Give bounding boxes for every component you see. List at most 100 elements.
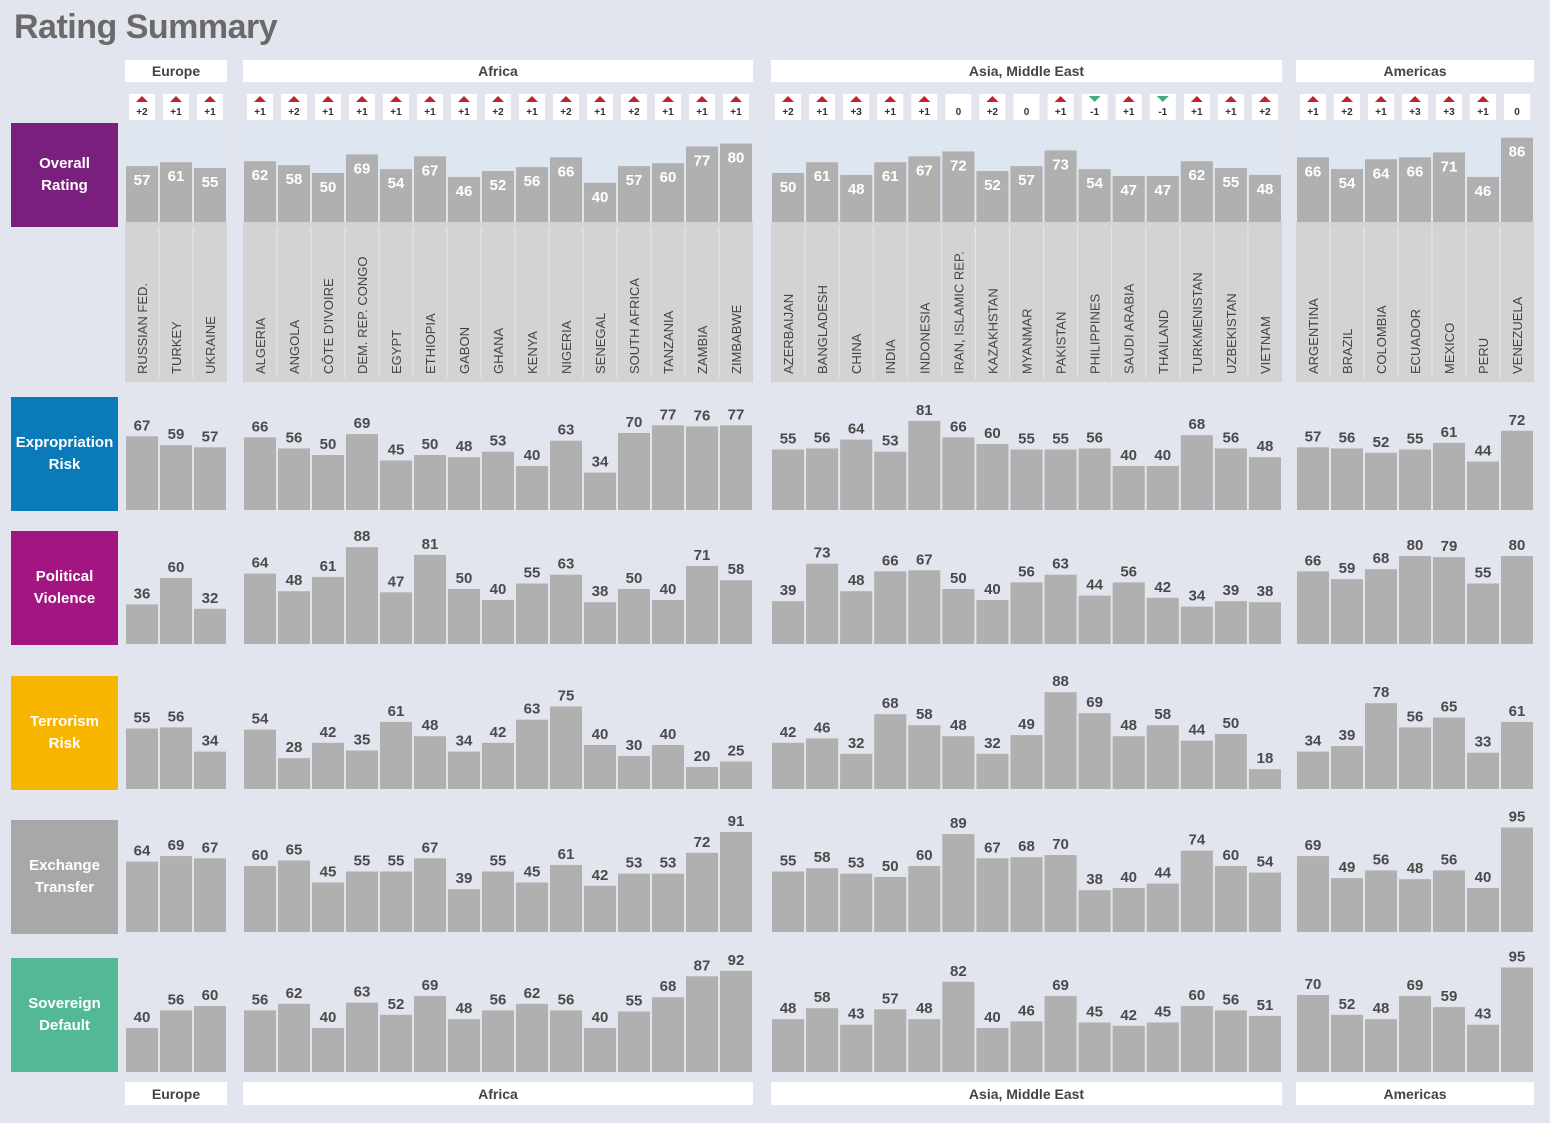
bar-political-violence <box>380 592 412 644</box>
bar-exchange-transfer <box>516 882 548 932</box>
bar-label: 56 <box>168 708 185 725</box>
bar-overall-rating <box>126 166 158 222</box>
bar-label: 44 <box>1475 443 1492 460</box>
country-name-pakistan: PAKISTAN <box>1054 312 1069 374</box>
bar-label: 63 <box>354 984 371 1001</box>
bar-terrorism-risk <box>772 742 805 789</box>
bar-terrorism-risk <box>1146 725 1179 789</box>
bar-exchange-transfer <box>1180 850 1213 932</box>
bar-political-violence <box>772 601 805 644</box>
bar-label: 62 <box>252 167 269 184</box>
bar-label: 66 <box>950 418 967 435</box>
row-label-line: Violence <box>33 590 96 607</box>
bar-label: 66 <box>1305 552 1322 569</box>
bar-exchange-transfer <box>1010 857 1043 932</box>
bar-overall-rating <box>346 154 378 222</box>
bar-overall-rating <box>1399 157 1431 222</box>
bar-label: 62 <box>1188 167 1205 184</box>
bar-overall-rating <box>720 143 752 222</box>
up-arrow-icon <box>1409 96 1421 102</box>
bar-label: 45 <box>524 864 541 881</box>
bar-terrorism-risk <box>1214 734 1247 789</box>
bar-label: 40 <box>592 189 609 206</box>
bar-label: 66 <box>252 418 269 435</box>
country-name-mexico: MEXICO <box>1442 323 1457 374</box>
change-value: -1 <box>1090 107 1099 118</box>
region-header-top-label: Americas <box>1383 63 1446 79</box>
bar-label: 57 <box>882 990 899 1007</box>
bar-sovereign-default <box>1180 1006 1213 1072</box>
bar-label: 48 <box>916 1000 933 1017</box>
bar-label: 67 <box>134 417 151 434</box>
change-value: 0 <box>956 107 962 118</box>
bar-label: 40 <box>660 581 677 598</box>
change-value: 0 <box>1514 107 1520 118</box>
bar-label: 50 <box>626 570 643 587</box>
bar-terrorism-risk <box>1297 751 1329 789</box>
bar-sovereign-default <box>482 1010 514 1072</box>
bar-exchange-transfer <box>840 873 873 932</box>
bar-label: 55 <box>524 565 541 582</box>
bar-label: 52 <box>1373 434 1390 451</box>
bar-terrorism-risk <box>1501 721 1533 789</box>
bar-label: 87 <box>694 957 711 974</box>
bar-label: 91 <box>728 813 745 830</box>
bar-sovereign-default <box>618 1011 650 1072</box>
bar-expropriation-risk <box>448 457 480 510</box>
bar-exchange-transfer <box>942 834 975 932</box>
bar-sovereign-default <box>1501 967 1533 1072</box>
country-name-colombia: COLOMBIA <box>1374 305 1389 374</box>
bar-label: 30 <box>626 737 643 754</box>
bar-political-violence <box>346 547 378 644</box>
bar-sovereign-default <box>1433 1007 1465 1072</box>
bar-label: 69 <box>1052 977 1069 994</box>
bar-political-violence <box>312 576 344 644</box>
row-label-text: Sovereign Default <box>28 993 101 1037</box>
bar-label: 60 <box>202 987 219 1004</box>
bar-label: 69 <box>422 977 439 994</box>
change-value: +1 <box>1225 107 1237 118</box>
bar-terrorism-risk <box>244 729 276 789</box>
bar-sovereign-default <box>1214 1010 1247 1072</box>
region-header-top <box>771 60 1282 82</box>
up-arrow-icon <box>288 96 300 102</box>
bar-overall-rating <box>772 173 805 222</box>
bar-exchange-transfer <box>414 858 446 932</box>
bar-political-violence <box>550 574 582 644</box>
bar-label: 40 <box>1154 447 1171 464</box>
bar-label: 48 <box>848 572 865 589</box>
bar-label: 40 <box>984 581 1001 598</box>
bar-label: 86 <box>1509 144 1526 161</box>
bar-label: 49 <box>1018 716 1035 733</box>
bar-label: 39 <box>780 582 797 599</box>
change-indicator <box>1504 94 1530 120</box>
row-label-expropriation-risk: Expropriation Risk <box>11 397 118 511</box>
change-value: +2 <box>136 107 148 118</box>
up-arrow-icon <box>1307 96 1319 102</box>
bar-terrorism-risk <box>160 727 192 789</box>
country-name-myanmar: MYANMAR <box>1020 309 1035 374</box>
country-name-zambia: ZAMBIA <box>695 325 710 374</box>
up-arrow-icon <box>1258 96 1271 102</box>
row-label-text: Exchange Transfer <box>29 855 100 899</box>
bar-political-violence <box>618 589 650 644</box>
country-name-turkmenistan: TURKMENISTAN <box>1190 272 1205 374</box>
bar-sovereign-default <box>1248 1015 1281 1072</box>
bar-label: 60 <box>252 847 269 864</box>
bar-label: 76 <box>694 407 711 424</box>
bar-label: 35 <box>354 732 371 749</box>
bar-label: 55 <box>388 853 405 870</box>
bar-label: 61 <box>1509 703 1526 720</box>
up-arrow-icon <box>884 96 897 102</box>
up-arrow-icon <box>560 96 572 102</box>
bar-label: 81 <box>916 402 933 419</box>
bar-label: 44 <box>1086 577 1103 594</box>
down-arrow-icon <box>1156 96 1169 102</box>
bar-terrorism-risk <box>976 753 1009 789</box>
bar-label: 56 <box>1223 991 1240 1008</box>
bar-sovereign-default <box>160 1010 192 1072</box>
bar-expropriation-risk <box>942 437 975 510</box>
bar-exchange-transfer <box>1331 878 1363 932</box>
bar-label: 68 <box>660 978 677 995</box>
bar-label: 56 <box>1018 563 1035 580</box>
